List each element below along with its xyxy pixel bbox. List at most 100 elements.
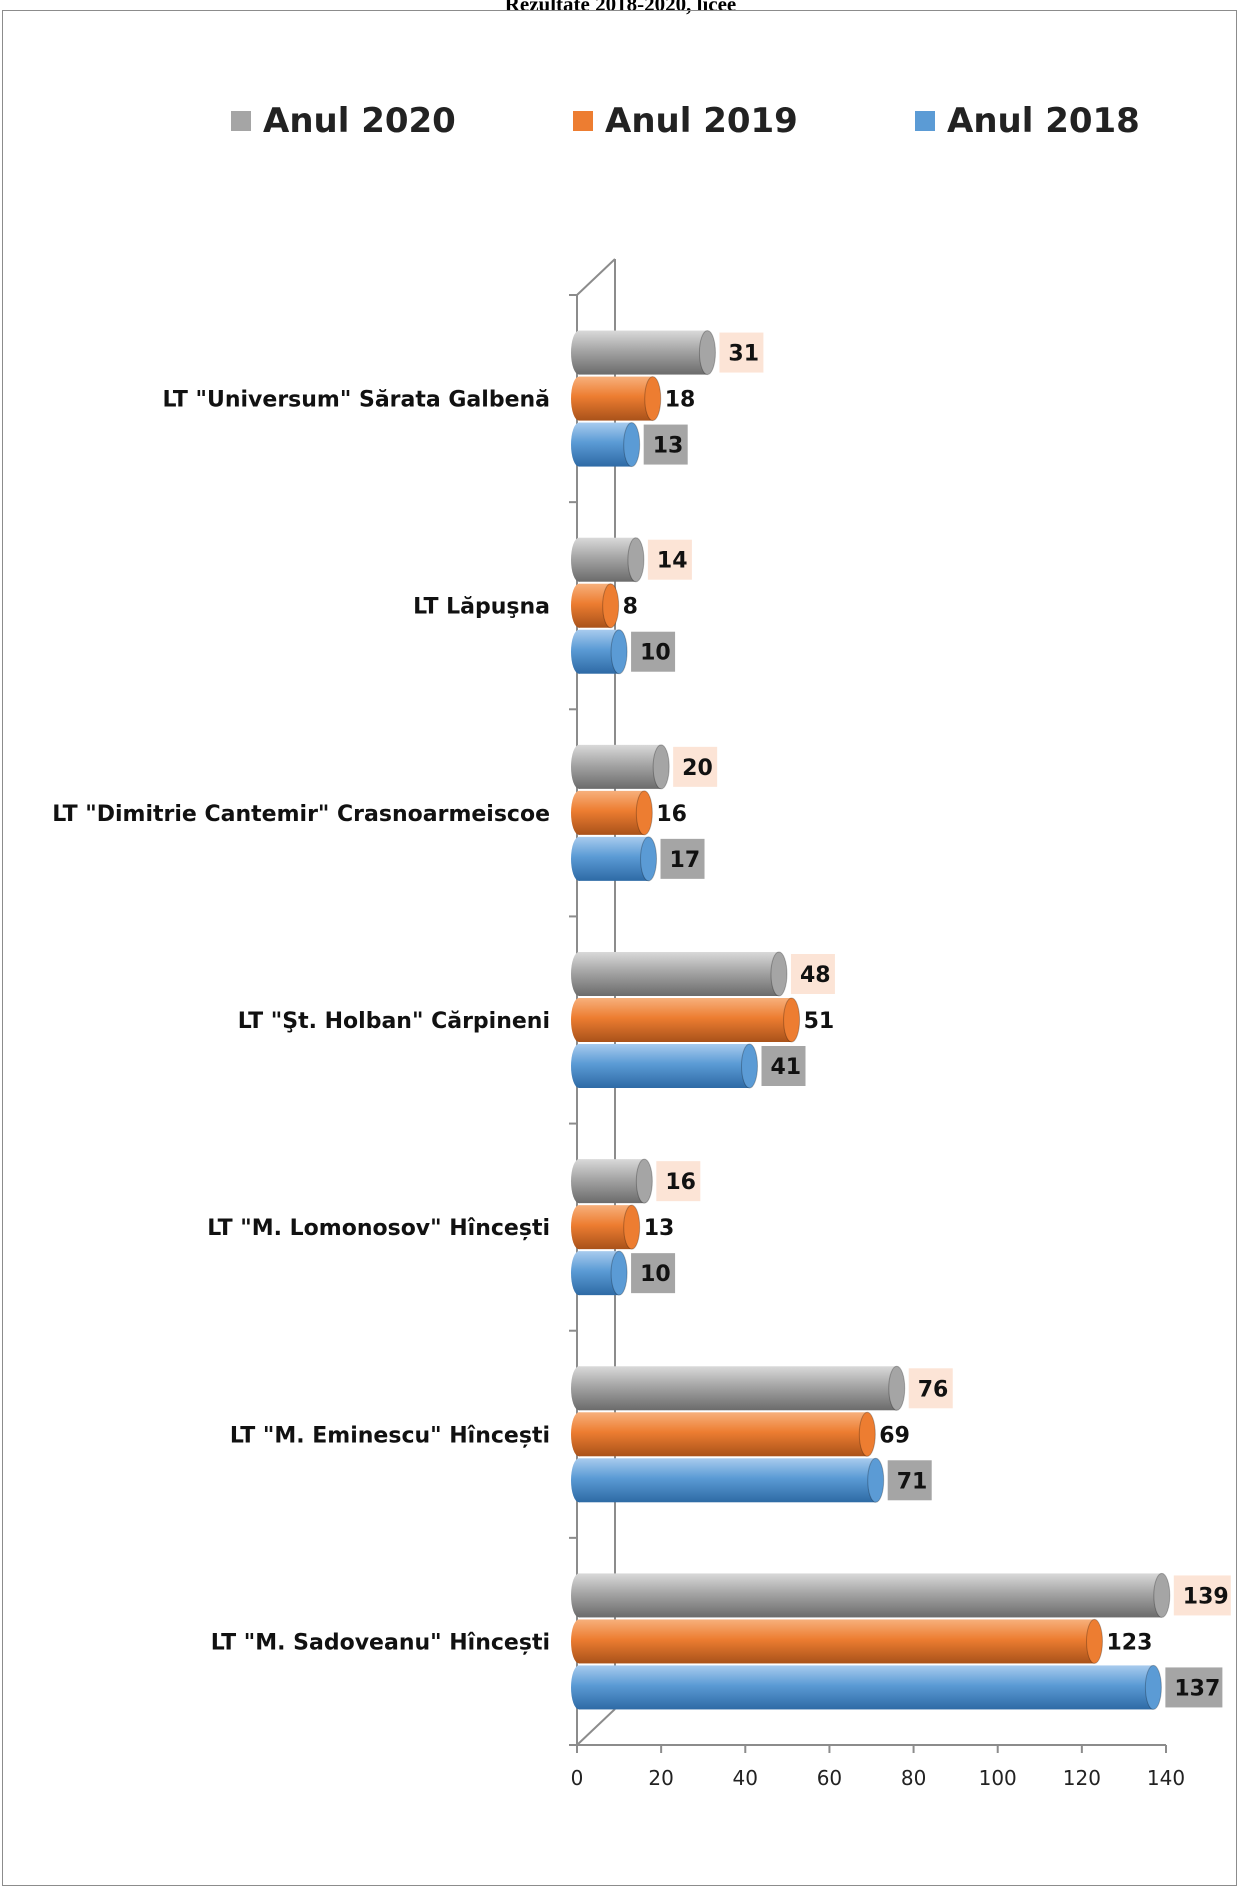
value-label-bg bbox=[1165, 1667, 1223, 1708]
bar-cap bbox=[635, 790, 653, 836]
bar-cap bbox=[783, 997, 801, 1043]
value-label-bg bbox=[761, 1046, 806, 1086]
value-label-bg bbox=[673, 746, 718, 787]
bar-cap bbox=[610, 1250, 628, 1296]
value-label-anul-2018-0: 13 bbox=[653, 434, 684, 459]
value-label-bg bbox=[660, 838, 705, 879]
legend-swatch-2018 bbox=[915, 111, 935, 131]
bar-base-cap bbox=[571, 537, 587, 582]
bar-body bbox=[579, 330, 708, 375]
bar-base-cap bbox=[571, 1044, 587, 1088]
bar-base-cap bbox=[571, 998, 587, 1042]
value-label-anul-2020-2: 20 bbox=[682, 756, 713, 781]
bar-base-cap bbox=[571, 836, 587, 881]
bar-cap bbox=[858, 1411, 876, 1457]
bar-body bbox=[579, 744, 662, 789]
bar-base-cap bbox=[571, 952, 587, 996]
bar-body bbox=[579, 1044, 750, 1088]
chart-legend: Anul 2020 Anul 2019 Anul 2018 bbox=[0, 96, 1241, 146]
value-label-anul-2018-4: 10 bbox=[640, 1262, 671, 1287]
bar-anul-2020-4 bbox=[571, 1158, 653, 1204]
value-label-anul-2019-1: 8 bbox=[623, 595, 638, 620]
top-depth-edge bbox=[576, 258, 616, 296]
bar-body bbox=[579, 1159, 645, 1204]
bar-base-cap bbox=[571, 744, 587, 789]
bar-base-cap bbox=[571, 1619, 587, 1664]
value-label-bg bbox=[631, 1253, 676, 1294]
value-label-anul-2018-3: 41 bbox=[770, 1055, 801, 1080]
value-label-bg bbox=[790, 954, 835, 994]
value-label-bg bbox=[719, 332, 764, 373]
x-tick-label: 20 bbox=[648, 1766, 673, 1790]
bar-anul-2019-0 bbox=[571, 376, 662, 422]
bar-base-cap bbox=[571, 376, 587, 421]
value-label-anul-2020-0: 31 bbox=[728, 342, 759, 367]
bar-base-cap bbox=[571, 790, 587, 835]
value-label-anul-2020-5: 76 bbox=[918, 1377, 949, 1402]
value-label-anul-2019-0: 18 bbox=[665, 388, 696, 413]
bar-anul-2018-6 bbox=[571, 1664, 1162, 1710]
x-tick-label: 100 bbox=[979, 1766, 1017, 1790]
bar-anul-2020-2 bbox=[571, 744, 670, 790]
bar-anul-2020-6 bbox=[571, 1572, 1171, 1618]
value-label-anul-2020-6: 139 bbox=[1183, 1584, 1229, 1609]
bar-body bbox=[579, 1205, 632, 1250]
bar-body bbox=[579, 1366, 897, 1411]
bar-cap bbox=[644, 376, 662, 422]
bar-base-cap bbox=[571, 1412, 587, 1457]
bar-cap bbox=[623, 422, 641, 468]
legend-item-2020: Anul 2020 bbox=[231, 96, 456, 146]
legend-label-2020: Anul 2020 bbox=[263, 101, 456, 141]
value-label-anul-2018-6: 137 bbox=[1174, 1676, 1220, 1701]
category-label: LT "M. Sadoveanu" Hîncești bbox=[211, 1630, 550, 1655]
bar-cap bbox=[640, 836, 658, 882]
category-label: LT "Dimitrie Cantemir" Crasnoarmeiscoe bbox=[52, 802, 550, 827]
bar-anul-2018-2 bbox=[571, 836, 658, 882]
value-label-bg bbox=[887, 1460, 932, 1501]
bar-cap bbox=[1144, 1664, 1162, 1710]
bar-body bbox=[579, 1412, 868, 1457]
chart-frame bbox=[2, 10, 1237, 1886]
bar-cap bbox=[867, 1457, 885, 1503]
category-label: LT Lăpuşna bbox=[413, 595, 550, 620]
legend-swatch-2019 bbox=[573, 111, 593, 131]
value-label-bg bbox=[1173, 1575, 1231, 1616]
bar-cap bbox=[1153, 1572, 1171, 1618]
category-label: LT "Universum" Sărata Galbenă bbox=[162, 388, 550, 413]
bar-anul-2020-5 bbox=[571, 1365, 906, 1411]
bar-body bbox=[579, 790, 645, 835]
category-label: LT "M. Eminescu" Hîncești bbox=[230, 1423, 550, 1448]
value-label-anul-2019-3: 51 bbox=[804, 1009, 835, 1034]
bar-cap bbox=[1085, 1618, 1103, 1664]
bar-anul-2019-2 bbox=[571, 790, 653, 836]
legend-label-2018: Anul 2018 bbox=[947, 101, 1140, 141]
value-label-bg bbox=[647, 539, 692, 580]
x-tick-label: 40 bbox=[733, 1766, 758, 1790]
bar-anul-2019-4 bbox=[571, 1204, 641, 1250]
bar-base-cap bbox=[571, 583, 587, 628]
bar-base-cap bbox=[571, 1251, 587, 1296]
value-label-bg bbox=[643, 424, 688, 465]
bar-base-cap bbox=[571, 1159, 587, 1204]
x-tick-label: 140 bbox=[1147, 1766, 1185, 1790]
bar-anul-2020-0 bbox=[571, 330, 716, 376]
x-tick-label: 60 bbox=[817, 1766, 842, 1790]
value-label-anul-2019-4: 13 bbox=[644, 1216, 675, 1241]
value-label-anul-2018-5: 71 bbox=[897, 1469, 928, 1494]
bar-body bbox=[579, 1619, 1095, 1664]
bar-cap bbox=[888, 1365, 906, 1411]
bar-base-cap bbox=[571, 1366, 587, 1411]
bar-anul-2019-5 bbox=[571, 1411, 876, 1457]
bar-base-cap bbox=[571, 422, 587, 467]
bar-base-cap bbox=[571, 330, 587, 375]
value-label-anul-2019-2: 16 bbox=[656, 802, 687, 827]
bar-anul-2018-1 bbox=[571, 629, 628, 675]
bar-anul-2020-3 bbox=[571, 951, 788, 997]
bar-cap bbox=[610, 629, 628, 675]
bar-anul-2019-1 bbox=[571, 583, 620, 629]
value-label-anul-2019-6: 123 bbox=[1106, 1630, 1152, 1655]
bar-body bbox=[579, 537, 636, 582]
bar-base-cap bbox=[571, 1205, 587, 1250]
bar-body bbox=[579, 1458, 876, 1503]
bar-anul-2018-4 bbox=[571, 1250, 628, 1296]
